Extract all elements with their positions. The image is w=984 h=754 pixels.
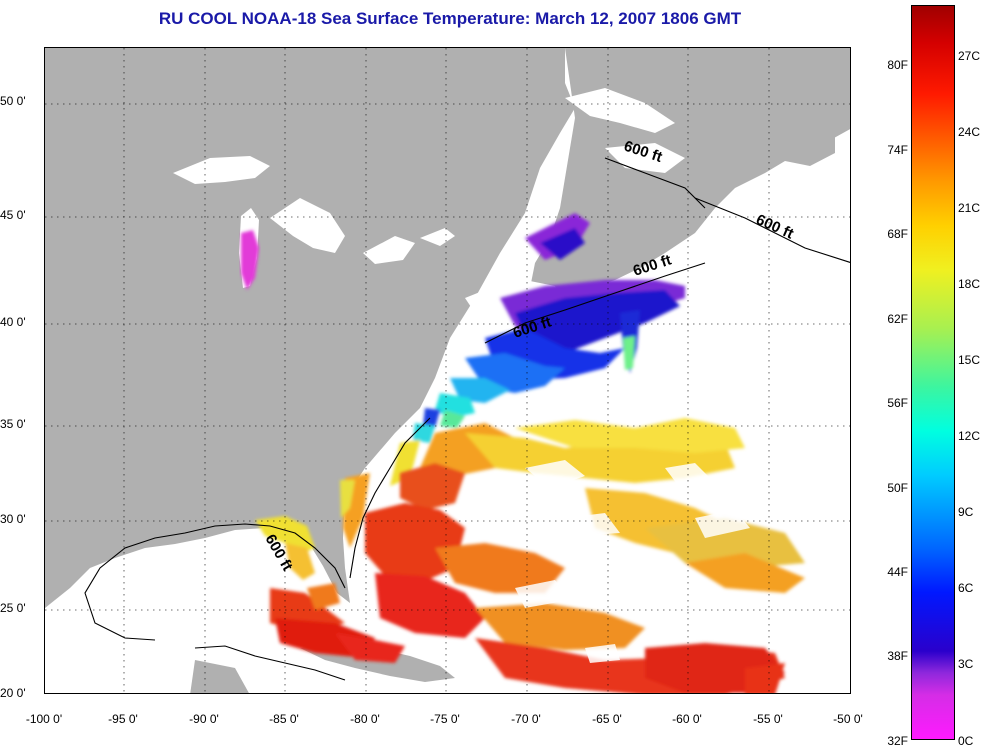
sst-lake-michigan (241, 230, 259, 290)
lat-label: 20 0' (0, 686, 26, 700)
lon-label: -80 0' (350, 712, 380, 726)
sst-cold-band (435, 213, 685, 428)
colorbar-celsius-label: 24C (958, 125, 981, 139)
colorbar-fahrenheit-label: 44F (887, 565, 908, 579)
land-yucatan (190, 660, 249, 693)
lon-label: -100 0' (25, 712, 63, 726)
lat-label: 35 0' (0, 417, 26, 431)
colorbar-fahrenheit-label: 50F (887, 481, 908, 495)
colorbar-fahrenheit-label: 68F (887, 227, 908, 241)
colorbar-celsius-label: 3C (958, 657, 974, 671)
colorbar-fahrenheit-label: 56F (887, 396, 908, 410)
colorbar-celsius-label: 12C (958, 429, 981, 443)
lon-label: -90 0' (189, 712, 219, 726)
lon-label: -85 0' (269, 712, 299, 726)
colorbar-fahrenheit-label: 74F (887, 143, 908, 157)
lat-label: 40 0' (0, 315, 26, 329)
colorbar-celsius-label: 0C (958, 734, 974, 748)
colorbar-celsius-label: 9C (958, 505, 974, 519)
lon-label: -95 0' (108, 712, 138, 726)
sst-warm-offshore (365, 418, 805, 693)
lat-label: 25 0' (0, 601, 26, 615)
land-maritimes (530, 48, 850, 298)
lon-label: -65 0' (592, 712, 622, 726)
colorbar-fahrenheit-label: 32F (887, 734, 908, 748)
map-gridlines (45, 48, 850, 693)
lon-label: -70 0' (511, 712, 541, 726)
sst-map: 600 ft 600 ft 600 ft 600 ft 600 ft (44, 47, 851, 694)
colorbar-celsius-label: 18C (958, 277, 981, 291)
land-newfoundland (700, 96, 835, 166)
lon-label: -55 0' (753, 712, 783, 726)
map-title: RU COOL NOAA-18 Sea Surface Temperature:… (158, 9, 742, 28)
colorbar-fahrenheit-label: 38F (887, 649, 908, 663)
lat-label: 50 0' (0, 94, 26, 108)
lon-label: -75 0' (430, 712, 460, 726)
sst-carolina-coast (340, 408, 440, 548)
colorbar-fahrenheit-label: 80F (887, 58, 908, 72)
colorbar-fahrenheit-label: 62F (887, 312, 908, 326)
colorbar-celsius-label: 15C (958, 353, 981, 367)
sst-map-canvas: 600 ft 600 ft 600 ft 600 ft 600 ft (45, 48, 850, 693)
cloud-speckle (515, 460, 750, 663)
colorbar-celsius-label: 6C (958, 581, 974, 595)
temperature-colorbar (911, 5, 955, 740)
lon-label: -50 0' (833, 712, 863, 726)
lat-label: 45 0' (0, 208, 26, 222)
lon-label: -60 0' (672, 712, 702, 726)
isobath-600ft (84, 157, 850, 681)
colorbar-celsius-label: 27C (958, 49, 981, 63)
colorbar-celsius-label: 21C (958, 201, 981, 215)
isobath-label: 600 ft (753, 211, 796, 242)
land-north-america (45, 48, 575, 608)
lat-label: 30 0' (0, 512, 26, 526)
